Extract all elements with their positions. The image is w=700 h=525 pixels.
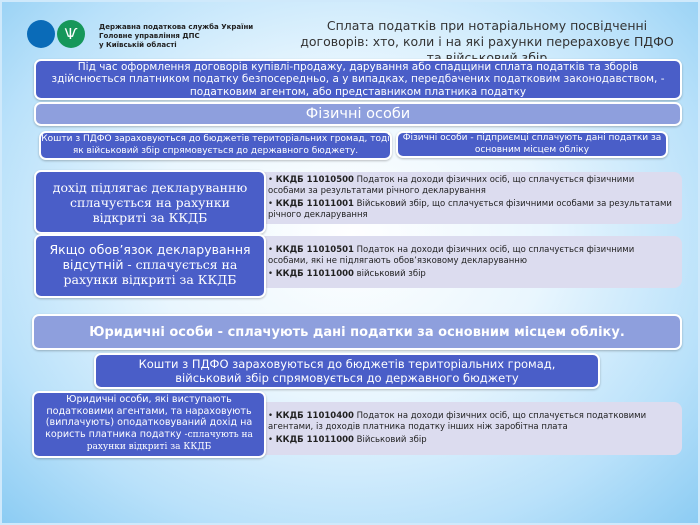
declared-codes-panel: • ККДБ 11010500 Податок на доходи фізичн… bbox=[260, 172, 682, 224]
undeclared-label-main: Якщо обов’язок декларування відсутній bbox=[49, 242, 251, 272]
undeclared-codes-panel: • ККДБ 11010501 Податок на доходи фізичн… bbox=[260, 236, 682, 288]
legal-agents-label-suffix: -сплачують на рахунки відкриті за ККДБ bbox=[86, 429, 253, 453]
code-item: • ККДБ 11010400 Податок на доходи фізичн… bbox=[268, 411, 647, 432]
declared-label: дохід підлягає декларуванню сплачується … bbox=[34, 170, 266, 234]
individuals-heading: Фізичні особи bbox=[34, 102, 682, 126]
org-line: у Київській області bbox=[99, 41, 177, 49]
org-line: Головне управління ДПС bbox=[99, 32, 200, 40]
org-line: Державна податкова служба України bbox=[99, 23, 254, 31]
intro-box: Під час оформлення договорів купівлі-про… bbox=[34, 59, 682, 100]
undeclared-label: Якщо обов’язок декларування відсутній - … bbox=[34, 234, 266, 298]
trident-icon: Ѱ bbox=[57, 20, 85, 48]
code-item: • ККДБ 11011000 військовий збір bbox=[268, 268, 426, 279]
code-item: • ККДБ 11011000 Військовий збір bbox=[268, 435, 427, 445]
individuals-note-right: Фізичні особи - підприємці сплачують дан… bbox=[396, 131, 668, 158]
code-item: • ККДБ 11010500 Податок на доходи фізичн… bbox=[268, 175, 635, 196]
undeclared-label-suffix: - сплачується на рахунки відкриті за ККД… bbox=[63, 257, 238, 287]
individuals-note-left: Кошти з ПДФО зараховуються до бюджетів т… bbox=[39, 131, 392, 160]
legal-heading: Юридичні особи - сплачують дані податки … bbox=[32, 314, 682, 350]
code-item: • ККДБ 11011001 Військовий збір, що спла… bbox=[268, 199, 672, 220]
code-item: • ККДБ 11010501 Податок на доходи фізичн… bbox=[268, 244, 635, 266]
legal-agents-label: Юридичні особи, які виступають податкови… bbox=[32, 391, 266, 458]
organization-name: Державна податкова служба України Головн… bbox=[99, 23, 253, 50]
legal-agents-label-main: Юридичні особи, які виступають податкови… bbox=[45, 394, 253, 440]
legal-codes-panel: • ККДБ 11010400 Податок на доходи фізичн… bbox=[260, 402, 682, 455]
dps-logo-circle bbox=[27, 20, 55, 48]
legal-note: Кошти з ПДФО зараховуються до бюджетів т… bbox=[94, 353, 600, 389]
